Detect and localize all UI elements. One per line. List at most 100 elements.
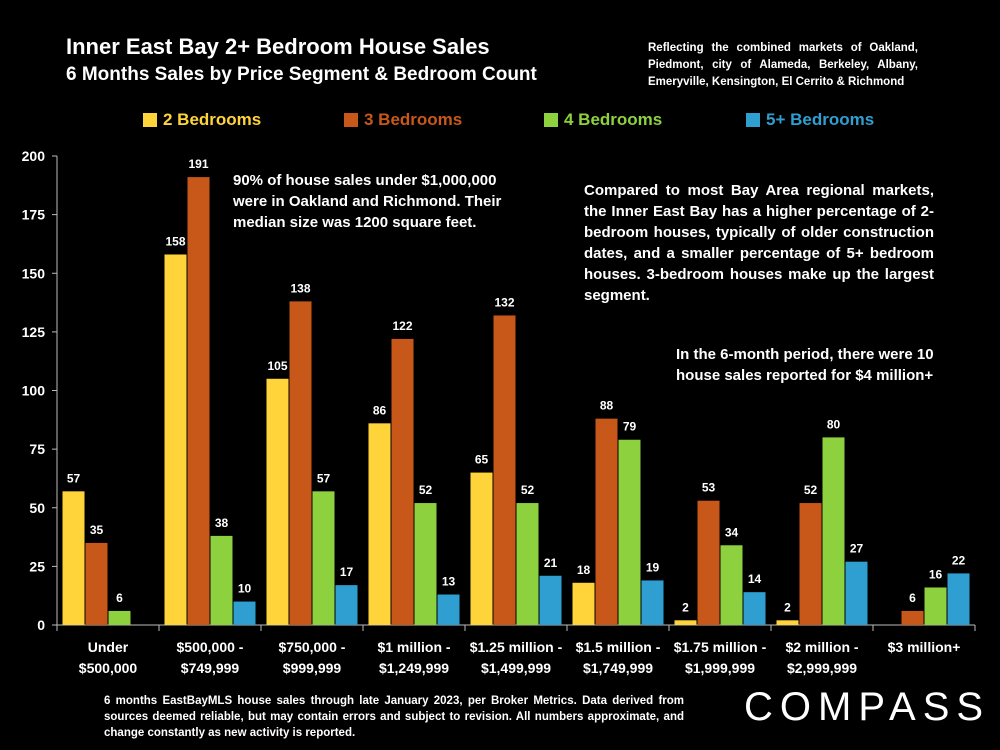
bar bbox=[618, 439, 641, 625]
legend-item-4-bedrooms: 4 Bedrooms bbox=[544, 110, 662, 130]
x-tick-label: $1,749,999 bbox=[583, 660, 653, 676]
y-tick-label: 100 bbox=[22, 383, 46, 399]
bar bbox=[947, 573, 970, 625]
bar bbox=[924, 587, 947, 625]
bar bbox=[289, 301, 312, 625]
x-tick-label: $1.75 million - bbox=[674, 639, 767, 655]
x-tick-label: $749,999 bbox=[181, 660, 240, 676]
bar bbox=[210, 535, 233, 625]
legend-item-3-bedrooms: 3 Bedrooms bbox=[344, 110, 462, 130]
bar bbox=[697, 500, 720, 625]
bar bbox=[312, 491, 335, 625]
data-label: 13 bbox=[442, 575, 456, 589]
x-tick-label: $500,000 bbox=[79, 660, 138, 676]
x-tick-label: $2,999,999 bbox=[787, 660, 857, 676]
bar bbox=[368, 423, 391, 625]
data-label: 88 bbox=[600, 399, 614, 413]
x-tick-label: $1,499,999 bbox=[481, 660, 551, 676]
bar bbox=[108, 610, 131, 625]
bar bbox=[335, 585, 358, 625]
data-label: 18 bbox=[577, 563, 591, 577]
legend: 2 Bedrooms 3 Bedrooms 4 Bedrooms 5+ Bedr… bbox=[0, 110, 1000, 134]
data-label: 34 bbox=[725, 525, 739, 539]
bar bbox=[493, 315, 516, 625]
annotation-four-million: In the 6-month period, there were 10 hou… bbox=[676, 346, 934, 384]
data-label: 17 bbox=[340, 565, 354, 579]
data-label: 158 bbox=[165, 234, 185, 248]
x-tick-label: $2 million - bbox=[785, 639, 858, 655]
data-label: 138 bbox=[290, 281, 310, 295]
data-label: 6 bbox=[116, 591, 123, 605]
data-label: 53 bbox=[702, 481, 716, 495]
data-label: 122 bbox=[392, 319, 412, 333]
market-note: Reflecting the combined markets of Oakla… bbox=[648, 42, 918, 88]
data-label: 35 bbox=[90, 523, 104, 537]
data-label: 38 bbox=[215, 516, 229, 530]
data-label: 2 bbox=[682, 600, 689, 614]
bar bbox=[674, 620, 697, 625]
data-label: 105 bbox=[267, 359, 287, 373]
legend-label-4-bedrooms: 4 Bedrooms bbox=[564, 110, 663, 129]
data-label: 80 bbox=[827, 417, 841, 431]
data-label: 79 bbox=[623, 420, 637, 434]
data-label: 52 bbox=[804, 483, 818, 497]
bar bbox=[233, 601, 256, 625]
x-tick-label: Under bbox=[88, 639, 129, 655]
bar bbox=[62, 491, 85, 625]
legend-swatch-2-bedrooms bbox=[143, 113, 157, 127]
bar bbox=[437, 594, 460, 625]
annotation-comparison: Compared to most Bay Area regional marke… bbox=[584, 182, 934, 304]
y-tick-label: 200 bbox=[22, 148, 46, 164]
y-tick-label: 125 bbox=[22, 324, 46, 340]
x-tick-label: $1,249,999 bbox=[379, 660, 449, 676]
y-tick-label: 25 bbox=[29, 558, 45, 574]
bar bbox=[164, 254, 187, 626]
data-label: 2 bbox=[784, 600, 791, 614]
y-tick-label: 75 bbox=[29, 441, 45, 457]
bar bbox=[799, 503, 822, 625]
data-label: 52 bbox=[521, 483, 535, 497]
bar bbox=[720, 545, 743, 625]
legend-item-5-bedrooms: 5+ Bedrooms bbox=[746, 110, 874, 130]
compass-logo: COMPASS bbox=[744, 685, 991, 729]
bar bbox=[901, 610, 924, 625]
bar bbox=[391, 338, 414, 625]
annotation-oakland-richmond: 90% of house sales under $1,000,000 were… bbox=[233, 172, 502, 231]
bar bbox=[776, 620, 799, 625]
data-label: 132 bbox=[494, 295, 514, 309]
legend-swatch-4-bedrooms bbox=[544, 113, 558, 127]
data-label: 52 bbox=[419, 483, 433, 497]
data-label: 14 bbox=[748, 572, 762, 586]
x-tick-label: $1,999,999 bbox=[685, 660, 755, 676]
bar bbox=[572, 582, 595, 625]
y-tick-label: 50 bbox=[29, 500, 45, 516]
chart-subtitle: 6 Months Sales by Price Segment & Bedroo… bbox=[66, 64, 537, 85]
data-label: 65 bbox=[475, 453, 489, 467]
x-tick-label: $750,000 - bbox=[279, 639, 346, 655]
bar bbox=[822, 437, 845, 625]
bar bbox=[595, 418, 618, 625]
bar bbox=[470, 472, 493, 625]
legend-swatch-5-bedrooms bbox=[746, 113, 760, 127]
y-tick-label: 0 bbox=[37, 617, 45, 633]
bar bbox=[414, 503, 437, 625]
legend-label-2-bedrooms: 2 Bedrooms bbox=[163, 110, 262, 129]
x-tick-label: $3 million+ bbox=[888, 639, 961, 655]
x-tick-label: $999,999 bbox=[283, 660, 342, 676]
data-label: 22 bbox=[952, 553, 966, 567]
bar bbox=[641, 580, 664, 625]
bar bbox=[187, 177, 210, 626]
data-label: 6 bbox=[909, 591, 916, 605]
data-label: 16 bbox=[929, 567, 943, 581]
data-label: 10 bbox=[238, 582, 252, 596]
bar bbox=[539, 575, 562, 625]
footnote: 6 months EastBayMLS house sales through … bbox=[104, 695, 684, 739]
data-label: 19 bbox=[646, 560, 660, 574]
y-tick-label: 175 bbox=[22, 207, 46, 223]
bar bbox=[516, 503, 539, 625]
chart-title: Inner East Bay 2+ Bedroom House Sales bbox=[66, 34, 490, 59]
bar bbox=[85, 542, 108, 625]
y-tick-label: 150 bbox=[22, 265, 46, 281]
data-label: 86 bbox=[373, 403, 387, 417]
bar bbox=[845, 561, 868, 625]
